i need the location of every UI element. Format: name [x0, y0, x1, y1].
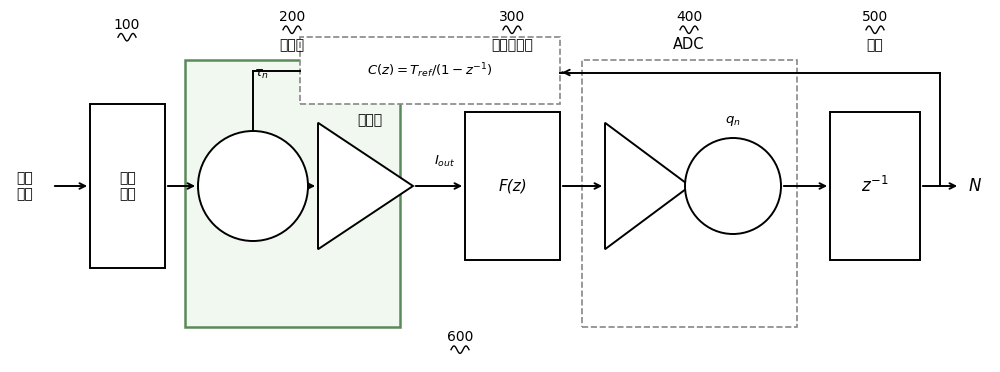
Text: $N$: $N$ — [968, 177, 982, 195]
Bar — [465, 112, 560, 260]
Text: F(z): F(z) — [498, 179, 527, 193]
Bar — [90, 104, 165, 268]
Bar — [185, 60, 400, 327]
Ellipse shape — [685, 138, 781, 234]
Text: 500: 500 — [862, 10, 888, 24]
Text: 鉴相器: 鉴相器 — [279, 38, 305, 52]
Text: $z^{-1}$: $z^{-1}$ — [861, 176, 889, 196]
Text: $-$: $-$ — [225, 191, 239, 209]
Text: 200: 200 — [279, 10, 305, 24]
Text: $t_n$: $t_n$ — [209, 154, 221, 169]
Text: $q_n$: $q_n$ — [725, 114, 741, 128]
Text: $\tau_n$: $\tau_n$ — [254, 68, 270, 81]
Text: 整形
电路: 整形 电路 — [119, 171, 136, 201]
Polygon shape — [605, 123, 690, 249]
Text: 环路滤波器: 环路滤波器 — [491, 38, 533, 52]
Text: $I_{out}$: $I_{out}$ — [434, 154, 456, 169]
Text: 100: 100 — [114, 17, 140, 32]
Text: 300: 300 — [499, 10, 525, 24]
Bar — [830, 112, 920, 260]
Text: $K_d$: $K_d$ — [356, 165, 374, 181]
Text: $A_O$: $A_O$ — [638, 166, 656, 180]
Bar — [300, 37, 560, 104]
Text: $C(z)=T_{ref}/(1-z^{-1})$: $C(z)=T_{ref}/(1-z^{-1})$ — [367, 61, 493, 80]
Text: +: + — [225, 164, 239, 182]
Text: $e_n$: $e_n$ — [287, 155, 303, 169]
Text: 400: 400 — [676, 10, 702, 24]
Text: 延迟: 延迟 — [867, 38, 883, 52]
Polygon shape — [318, 123, 413, 249]
Text: 600: 600 — [447, 330, 473, 344]
Bar — [582, 60, 797, 327]
Text: 待测
信号: 待测 信号 — [17, 171, 33, 201]
Ellipse shape — [198, 131, 308, 241]
Text: 计数器: 计数器 — [357, 113, 383, 128]
Text: ADC: ADC — [673, 37, 705, 52]
